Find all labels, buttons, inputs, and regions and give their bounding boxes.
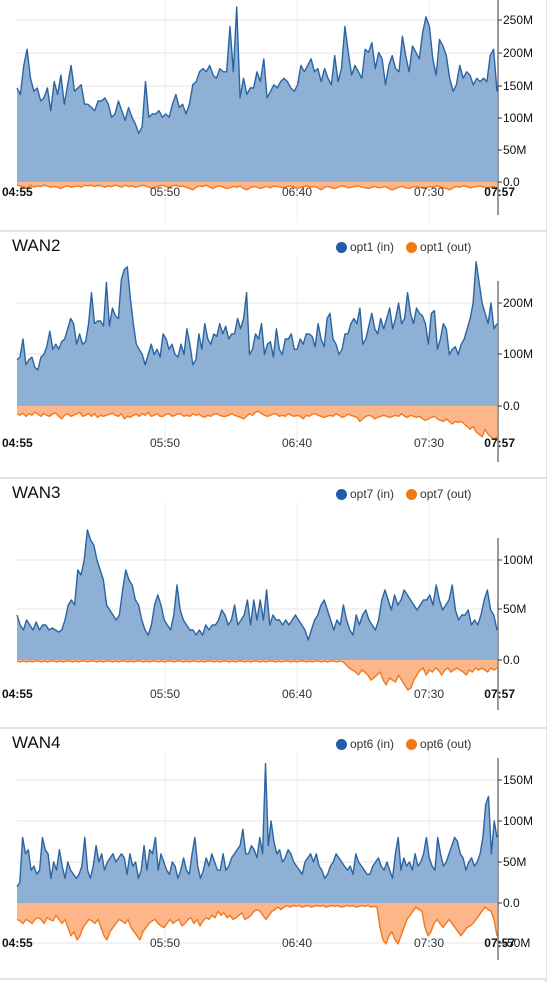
panel-separator — [0, 230, 546, 232]
x-tick-label: 07:30 — [414, 185, 444, 199]
series-out-line — [16, 660, 498, 691]
chart-title: WAN4 — [12, 733, 61, 752]
chart-svg-4: 150M 100M 50M 0.0 -50M 04:55 05:50 06:40 07:30 07… — [2, 753, 533, 960]
chart-svg-2: 200M 100M 0.0 04:55 05:50 06:40 07:30 07:57 — [2, 256, 533, 462]
series-out-line — [16, 410, 498, 441]
x-tick-label: 04:55 — [2, 936, 33, 950]
x-tick-label: 07:57 — [484, 687, 515, 701]
y-tick-label: 100M — [503, 347, 533, 361]
chart-legend: opt7 (in) opt7 (out) — [336, 487, 471, 501]
y-tick-label: 100M — [503, 111, 533, 125]
series-in-area — [17, 7, 497, 182]
x-tick-label: 04:55 — [2, 687, 33, 701]
series-out-area — [17, 660, 497, 690]
panel-separator — [0, 727, 546, 729]
chart-panel-2: WAN2 opt1 (in) opt1 (out) 200M 100M 0.0 04:… — [0, 232, 546, 477]
legend-label-in: opt7 (in) — [350, 487, 395, 501]
series-in-line — [16, 261, 498, 371]
x-tick-label: 07:57 — [484, 185, 515, 199]
y-tick-label: 0.0 — [503, 653, 520, 667]
legend-label-in: opt6 (in) — [350, 737, 395, 751]
series-in-line — [16, 762, 498, 887]
x-tick-label: 06:40 — [282, 936, 312, 950]
panel-separator — [0, 978, 546, 980]
legend-item-out[interactable]: opt1 (out) — [406, 240, 471, 254]
chart-title: WAN2 — [12, 236, 61, 255]
legend-dot-in — [336, 738, 347, 750]
chart-svg-1: 250M 200M 150M 100M 50M 0.0 04:55 05:50 06:40 07:… — [2, 0, 533, 222]
y-tick-label: 0.0 — [503, 399, 520, 413]
x-tick-label: 07:57 — [484, 436, 515, 450]
x-tick-label: 07:30 — [414, 436, 444, 450]
y-tick-label: 250M — [503, 13, 533, 27]
legend-item-out[interactable]: opt7 (out) — [406, 487, 471, 501]
series-out-area — [17, 903, 497, 944]
x-tick-label: 07:30 — [414, 936, 444, 950]
legend-item-out[interactable]: opt6 (out) — [406, 737, 471, 751]
x-tick-label: 05:50 — [150, 687, 180, 701]
legend-item-in[interactable]: opt7 (in) — [336, 487, 394, 501]
legend-label-out: opt6 (out) — [420, 737, 472, 751]
chart-svg-3: 100M 50M 0.0 04:55 05:50 06:40 07:30 07:57 — [2, 503, 533, 710]
series-in-area — [17, 261, 497, 406]
x-tick-label: 05:50 — [150, 936, 180, 950]
y-tick-label: 200M — [503, 46, 533, 60]
series-out-area — [17, 182, 497, 190]
x-tick-label: 06:40 — [282, 185, 312, 199]
x-tick-label: 05:50 — [150, 185, 180, 199]
legend-label-out: opt1 (out) — [420, 240, 472, 254]
y-tick-label: 50M — [503, 143, 526, 157]
legend-dot-out — [406, 241, 418, 253]
series-in-line — [16, 6, 498, 135]
y-tick-label: 200M — [503, 296, 533, 310]
chart-panel-4: WAN4 opt6 (in) opt6 (out) 150M 100M 50M 0.0… — [0, 729, 546, 978]
series-in-line — [16, 529, 498, 641]
chart-panel-3: WAN3 opt7 (in) opt7 (out) 100M 50M 0.0 04:5… — [0, 479, 546, 727]
x-tick-label: 06:40 — [282, 436, 312, 450]
chart-panel-1: 250M 200M 150M 100M 50M 0.0 04:55 05:50 06:40 07:… — [0, 0, 546, 230]
y-tick-label: 50M — [503, 855, 526, 869]
series-out-line — [16, 904, 498, 945]
x-tick-label: 04:55 — [2, 185, 33, 199]
right-border — [545, 0, 547, 982]
legend-dot-in — [336, 488, 347, 500]
chart-legend: opt1 (in) opt1 (out) — [336, 240, 471, 254]
y-tick-label: 0.0 — [503, 175, 520, 189]
legend-item-in[interactable]: opt6 (in) — [336, 737, 394, 751]
x-tick-label: 04:55 — [2, 436, 33, 450]
chart-legend: opt6 (in) opt6 (out) — [336, 737, 471, 751]
legend-label-in: opt1 (in) — [350, 240, 395, 254]
series-in-area — [17, 763, 497, 903]
x-tick-label: 07:30 — [414, 687, 444, 701]
y-tick-label: -50M — [503, 936, 530, 950]
y-tick-label: 0.0 — [503, 896, 520, 910]
y-tick-label: 50M — [503, 602, 526, 616]
legend-dot-in — [336, 241, 347, 253]
y-tick-label: 100M — [503, 553, 533, 567]
legend-item-in[interactable]: opt1 (in) — [336, 240, 394, 254]
legend-dot-out — [406, 488, 418, 500]
series-in-area — [17, 530, 497, 660]
chart-title: WAN3 — [12, 483, 61, 502]
legend-label-out: opt7 (out) — [420, 487, 472, 501]
y-tick-label: 150M — [503, 79, 533, 93]
panel-separator — [0, 477, 546, 479]
y-tick-label: 150M — [503, 773, 533, 787]
y-tick-label: 100M — [503, 814, 533, 828]
x-tick-label: 05:50 — [150, 436, 180, 450]
x-tick-label: 06:40 — [282, 687, 312, 701]
series-out-line — [16, 184, 498, 191]
legend-dot-out — [406, 738, 418, 750]
x-tick-label: 07:57 — [484, 936, 515, 950]
